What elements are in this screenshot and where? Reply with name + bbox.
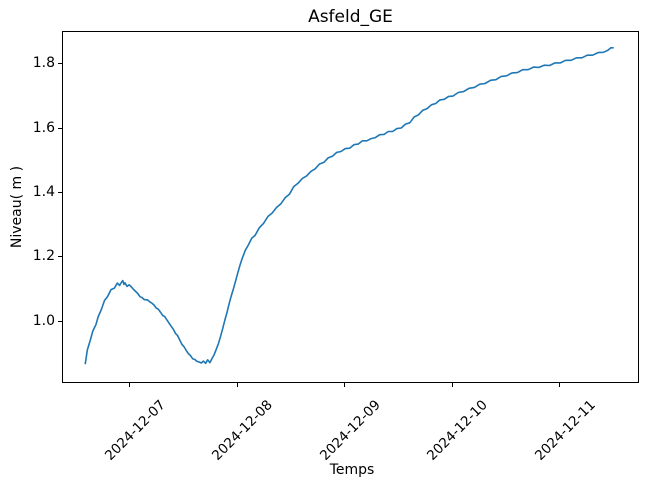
line-chart-canvas: [84, 47, 614, 365]
y-tick-label: 1.2: [32, 248, 55, 265]
y-tick-label: 1.0: [32, 312, 55, 329]
x-tick-mark: [559, 383, 561, 387]
y-tick-label: 1.8: [32, 55, 55, 72]
y-tick-label: 1.6: [32, 119, 55, 136]
x-tick-label: 2024-12-08: [209, 397, 277, 464]
x-tick-label: 2024-12-11: [531, 397, 599, 464]
y-tick-mark: [58, 127, 62, 129]
x-tick-label: 2024-12-09: [316, 397, 384, 464]
y-tick-label: 1.4: [32, 184, 55, 200]
y-tick-mark: [58, 63, 62, 65]
plot-area: [62, 31, 639, 383]
y-axis-label: Niveau( m ): [9, 165, 25, 249]
x-axis-label: Temps: [329, 462, 375, 478]
x-tick-mark: [451, 383, 453, 387]
y-tick-mark: [58, 320, 62, 322]
x-tick-mark: [344, 383, 346, 387]
x-tick-mark: [236, 383, 238, 387]
chart-title: Asfeld_GE: [308, 7, 393, 27]
x-tick-label: 2024-12-10: [424, 397, 492, 464]
x-tick-label: 2024-12-07: [101, 397, 169, 464]
y-tick-mark: [58, 256, 62, 258]
x-tick-mark: [129, 383, 131, 387]
data-series-line: [84, 47, 614, 365]
y-tick-mark: [58, 192, 62, 193]
